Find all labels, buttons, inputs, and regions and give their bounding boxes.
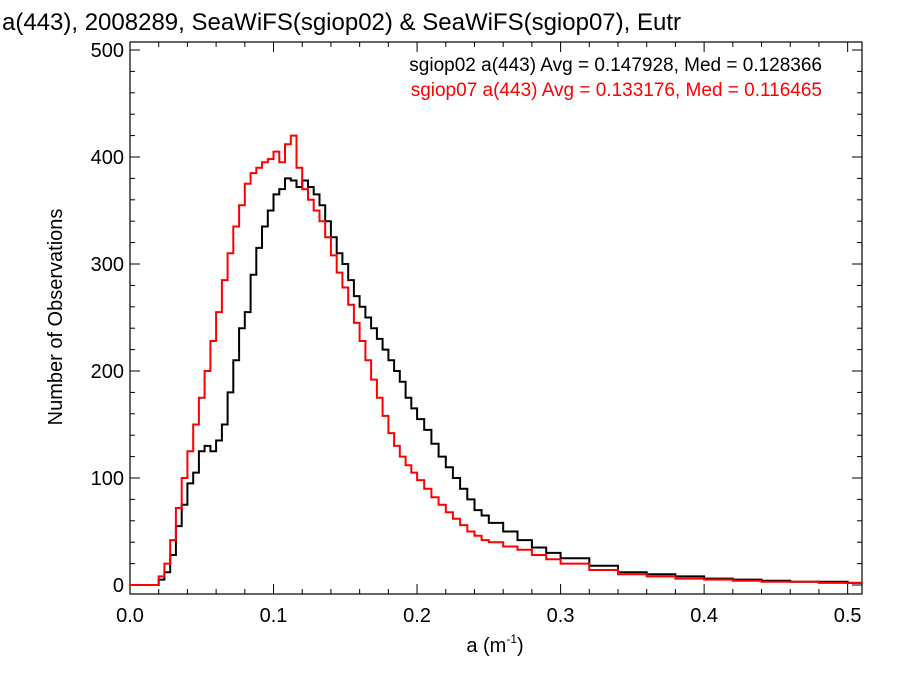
y-axis-label: Number of Observations (45, 209, 67, 426)
histogram-series-0 (130, 177, 862, 586)
y-tick-label: 0 (113, 575, 124, 597)
x-tick-label: 0.4 (690, 605, 718, 627)
y-tick-label: 200 (91, 361, 124, 383)
y-axis-ticks: 0 100 200 300 400 500 (91, 40, 862, 597)
histogram-series-1 (130, 134, 862, 586)
stats-annotation-sgiop02: sgiop02 a(443) Avg = 0.147928, Med = 0.1… (409, 55, 822, 76)
x-tick-label: 0.5 (834, 605, 862, 627)
y-tick-label: 300 (91, 254, 124, 276)
series-layer (130, 134, 862, 586)
x-axis-label: a (m-1) (466, 632, 523, 657)
x-axis-ticks: 0.0 0.1 0.2 0.3 0.4 0.5 (116, 42, 862, 627)
x-tick-label: 0.1 (260, 605, 288, 627)
y-tick-label: 400 (91, 147, 124, 169)
y-tick-label: 100 (91, 468, 124, 490)
plot-border (129, 41, 863, 595)
x-tick-label: 0.0 (116, 605, 144, 627)
stats-annotation-sgiop07: sgiop07 a(443) Avg = 0.133176, Med = 0.1… (411, 80, 822, 101)
x-tick-label: 0.3 (547, 605, 575, 627)
chart-title: a(443), 2008289, SeaWiFS(sgiop02) & SeaW… (2, 9, 681, 36)
y-tick-label: 500 (91, 40, 124, 62)
plot-frame (129, 41, 863, 595)
x-tick-label: 0.2 (403, 605, 431, 627)
